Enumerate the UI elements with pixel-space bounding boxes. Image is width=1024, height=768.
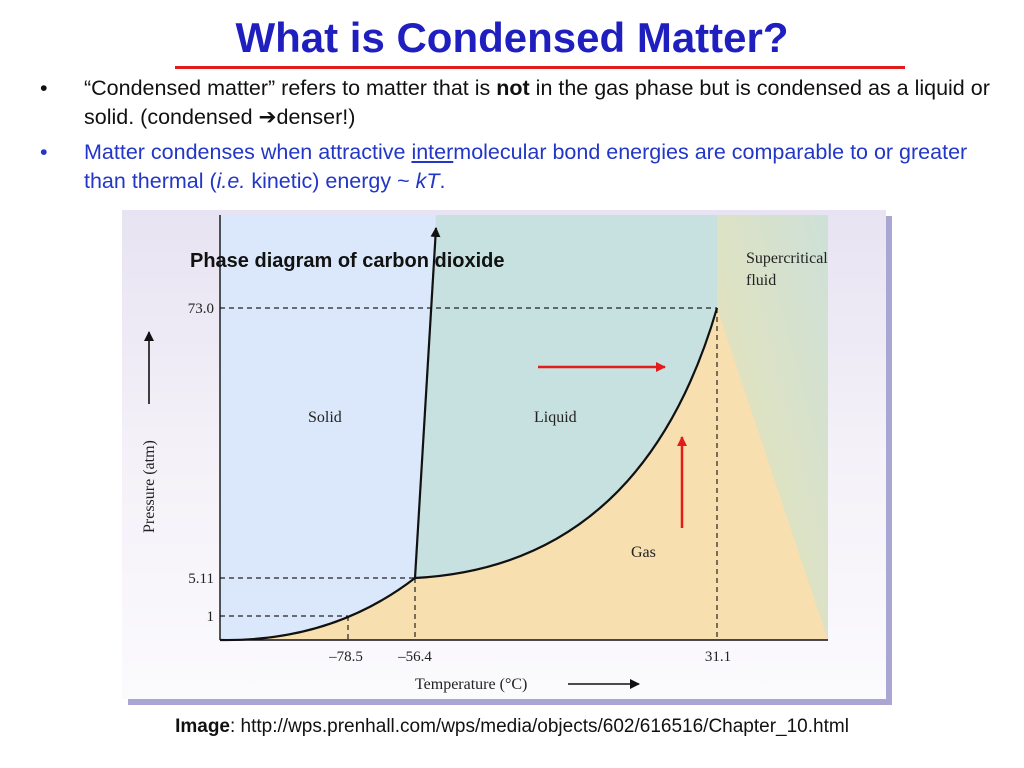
right-arrow-icon: ➔ <box>258 105 277 129</box>
y-axis-label: Pressure (atm) <box>141 440 158 533</box>
bullet-marker: • <box>40 140 48 164</box>
bullet-2-text-c: kinetic) energy ~ <box>245 169 416 193</box>
bullet-1-bold: not <box>496 76 530 100</box>
bullet-2-italic-ie: i.e. <box>216 169 246 193</box>
caption-label: Image <box>175 716 230 737</box>
diagram-heading: Phase diagram of carbon dioxide <box>190 250 505 272</box>
bullet-2: • Matter condenses when attractive inter… <box>40 138 1000 196</box>
liquid-region <box>415 215 717 578</box>
liquid-label: Liquid <box>534 409 577 426</box>
image-caption: Image: http://wps.prenhall.com/wps/media… <box>0 716 1024 738</box>
vaporization-curve <box>414 307 719 580</box>
bullet-2-text-a: Matter condenses when attractive <box>84 140 412 164</box>
bullet-1-text-b: in the gas phase but is condensed as a l… <box>84 76 990 129</box>
supercritical-label-2: fluid <box>746 272 776 289</box>
x-tick-m785: –78.5 <box>328 649 363 665</box>
bullet-2-text-b: molecular bond energies are comparable t… <box>84 140 968 193</box>
bullet-2-underlined: inter <box>411 140 454 164</box>
title-underline <box>175 66 905 69</box>
supercritical-region <box>717 215 828 640</box>
x-tick-311: 31.1 <box>705 649 731 665</box>
bullet-list: • “Condensed matter” refers to matter th… <box>40 74 1000 202</box>
x-axis-label: Temperature (°C) <box>415 676 527 693</box>
gas-label: Gas <box>631 544 656 561</box>
bullet-1: • “Condensed matter” refers to matter th… <box>40 74 1000 132</box>
y-tick-73: 73.0 <box>188 301 214 317</box>
bullet-2-italic-kt: kT <box>415 169 440 193</box>
y-tick-511: 5.11 <box>188 571 214 587</box>
caption-url: : http://wps.prenhall.com/wps/media/obje… <box>230 716 849 737</box>
y-tick-1: 1 <box>207 609 215 625</box>
bullet-2-text-d: . <box>439 169 446 193</box>
slide-title: What is Condensed Matter? <box>235 14 789 61</box>
bullet-1-text-c: denser!) <box>276 105 356 129</box>
phase-diagram-svg: Phase diagram of carbon dioxide Solid Li… <box>122 210 892 705</box>
supercritical-label-1: Supercritical <box>746 250 828 267</box>
solid-label: Solid <box>308 409 342 426</box>
phase-diagram-figure: Phase diagram of carbon dioxide Solid Li… <box>122 210 892 705</box>
guide-lines <box>220 307 718 640</box>
melting-curve-arrow <box>413 227 441 579</box>
x-tick-m564: –56.4 <box>397 649 432 665</box>
bullet-1-text-a: “Condensed matter” refers to matter that… <box>84 76 497 100</box>
bullet-marker: • <box>40 76 48 100</box>
